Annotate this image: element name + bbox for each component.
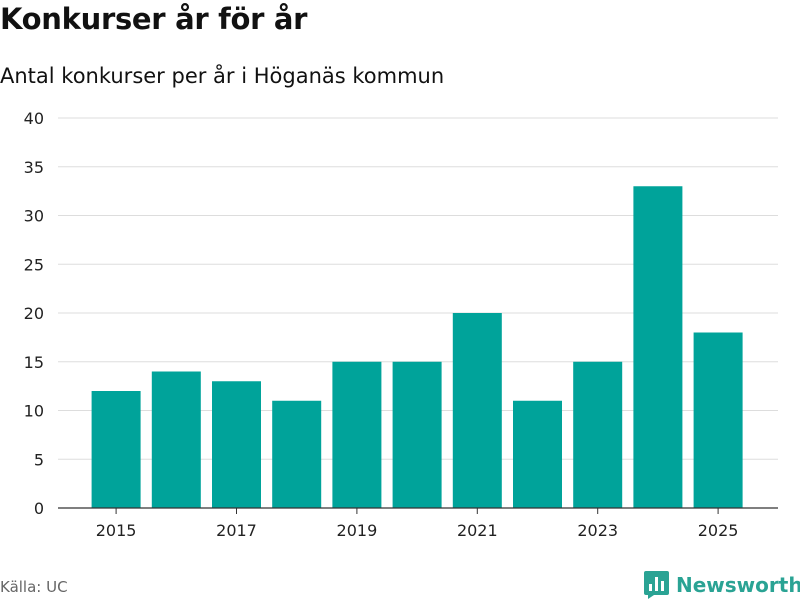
- bar-2019[interactable]: [332, 361, 382, 508]
- source-note: Källa: UC: [0, 578, 68, 596]
- y-tick-label: 40: [24, 109, 44, 128]
- chart-title: Konkurser år för år: [0, 2, 308, 36]
- y-tick-label: 35: [24, 158, 44, 177]
- x-tick-label: 2015: [96, 521, 137, 540]
- bar-2022[interactable]: [513, 400, 562, 508]
- bar-2018[interactable]: [272, 400, 322, 508]
- x-tick-label: 2021: [457, 521, 498, 540]
- x-tick-label: 2017: [216, 521, 257, 540]
- y-tick-label: 20: [24, 304, 44, 323]
- x-tick-label: 2025: [698, 521, 739, 540]
- y-tick-label: 25: [24, 255, 44, 274]
- chart-subtitle: Antal konkurser per år i Höganäs kommun: [0, 64, 445, 88]
- x-tick-label: 2019: [337, 521, 378, 540]
- y-tick-label: 30: [24, 207, 44, 226]
- y-axis-ticks: 0 5 10 15 20 25 30 35 40: [24, 109, 44, 518]
- bar-2020[interactable]: [392, 361, 442, 508]
- bar-2024[interactable]: [633, 186, 683, 508]
- bar-2021[interactable]: [452, 313, 502, 508]
- bar-2025[interactable]: [693, 332, 743, 509]
- bar-2017[interactable]: [212, 381, 261, 508]
- bar-2023[interactable]: [573, 361, 623, 508]
- x-axis-ticks: 2015 2017 2019 2021 2023 2025: [96, 508, 739, 540]
- bars: [91, 186, 743, 509]
- y-tick-label: 0: [34, 499, 44, 518]
- bar-2015[interactable]: [91, 391, 141, 508]
- newsworthy-logo[interactable]: Newsworthy: [644, 569, 800, 601]
- y-tick-label: 5: [34, 450, 44, 469]
- y-tick-label: 15: [24, 353, 44, 372]
- y-tick-label: 10: [24, 402, 44, 421]
- bar-2016[interactable]: [151, 371, 201, 509]
- bar-chart-icon: [644, 571, 669, 599]
- brand-name: Newsworthy: [676, 573, 800, 597]
- x-tick-label: 2023: [577, 521, 618, 540]
